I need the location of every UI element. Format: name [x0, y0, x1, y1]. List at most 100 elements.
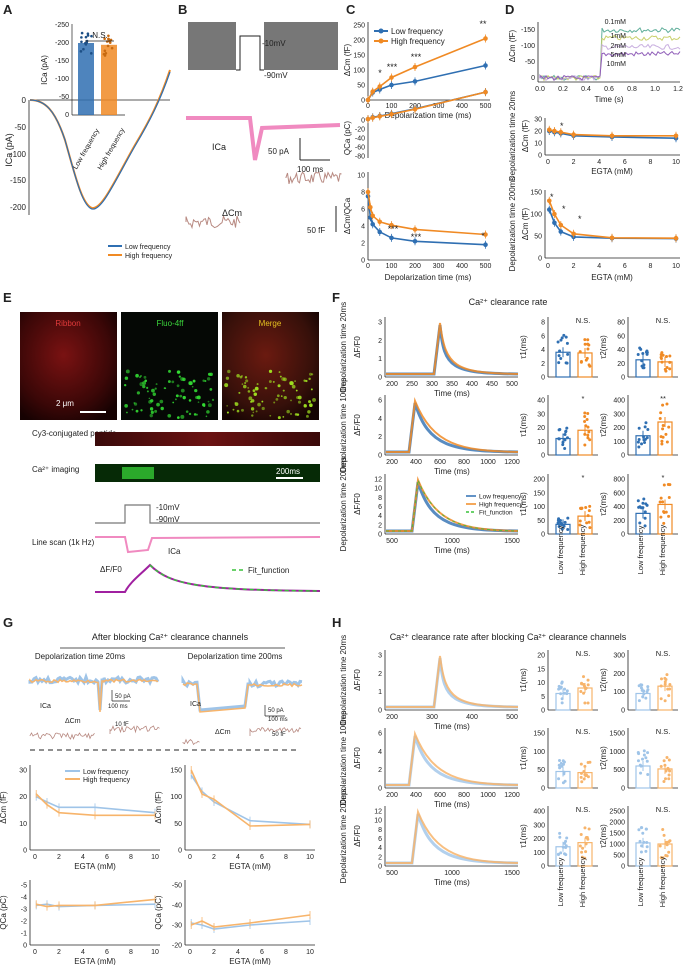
d-200-x-label: EGTA (mM): [591, 273, 633, 282]
g-left-q-xlabel: EGTA (mM): [74, 957, 116, 965]
g-left-scale-ff: 10 fF: [115, 722, 129, 728]
f-bar-ytick: 0: [541, 453, 545, 460]
f-trace-ytick: 2: [378, 338, 382, 345]
a-inset-point: [107, 37, 110, 41]
e-fluo-spot: [140, 409, 143, 412]
f-bar-point: [642, 366, 646, 370]
g-left-q-ytick: -4: [21, 895, 27, 902]
f-trace-ytick: 0: [378, 453, 382, 460]
h-trace-ytick: 2: [378, 767, 382, 774]
h-bar-point: [658, 844, 662, 848]
e-merge-spot: [294, 380, 296, 382]
e-fluo-spot: [167, 380, 171, 384]
f-bar-point: [578, 350, 582, 354]
h-bar-point: [639, 850, 643, 854]
panel-b: -10mV -90mV ICa 50 pA 100 ms ΔCm 50 fF: [185, 22, 342, 235]
f-bar-point: [659, 411, 663, 415]
e-fluo-spot: [144, 379, 148, 383]
c-legend-high: High frequency: [391, 37, 445, 46]
h-bar-point: [565, 836, 569, 840]
g-left-q-ytick: -1: [21, 931, 27, 938]
e-merge-spot: [254, 386, 259, 391]
g-right-q-xlabel: EGTA (mM): [229, 957, 271, 965]
e-merge-spot: [250, 407, 255, 411]
d-20-y-tick: 30: [534, 117, 542, 124]
c-top-y-tick: 150: [353, 53, 365, 60]
e-time-scale: 200ms: [276, 467, 300, 476]
c-top-y-tick: 200: [353, 38, 365, 45]
f-bar-point: [558, 349, 562, 353]
h-trace-xtick: 400: [410, 792, 422, 799]
a-ytick-4: -200: [10, 203, 27, 212]
e-merge-spot: [273, 401, 276, 404]
g-right-q-ylabel: QCa (pC): [154, 895, 163, 930]
f-bar-point: [659, 496, 663, 500]
h-bar-point: [580, 780, 584, 784]
h-bar-point: [644, 849, 648, 853]
f-bar-point: [643, 524, 647, 528]
h-bar-point: [583, 701, 587, 705]
e-fluo-spot: [180, 377, 185, 381]
g-right-cm-xtick: 6: [260, 854, 264, 861]
h-bar-point: [582, 675, 586, 679]
f-bar-point: [642, 435, 646, 439]
f-bar-point: [563, 433, 567, 437]
d-20-x-tick: 0: [546, 159, 550, 166]
e-fluo-spot: [133, 402, 138, 406]
f-bar-ylabel: τ1(ms): [519, 413, 528, 437]
panel-letter-c: C: [346, 2, 356, 17]
f-bar-ytick: 60: [617, 333, 625, 340]
d-20-x-label: EGTA (mM): [591, 167, 633, 176]
g-left-cm-xtick: 6: [105, 854, 109, 861]
h-bar-point: [583, 764, 587, 768]
f-trace-xtick: 1000: [444, 538, 460, 545]
c-bot-y-tick: 0: [361, 258, 365, 265]
c-bot-x-tick: 500: [480, 263, 492, 270]
g-left-dcm: ΔCm: [65, 718, 81, 725]
d-200-y-label: ΔCm (fF): [521, 207, 530, 240]
b-v-high: -10mV: [262, 39, 286, 48]
f-trace-high: [386, 322, 519, 375]
c-legend-low: Low frequency: [391, 27, 443, 36]
h-trace-ytick: 1: [378, 689, 382, 696]
f-bar-point: [557, 428, 561, 432]
f-bar-point: [637, 426, 641, 430]
g-left-q-ylabel: QCa (pC): [0, 895, 8, 930]
f-bar-point: [587, 509, 591, 513]
f-bar-point: [665, 440, 669, 444]
e-merge-spot: [234, 402, 239, 406]
f-bar-point: [563, 520, 567, 524]
g-right-ica: ICa: [190, 701, 201, 708]
e-merge-spot: [277, 416, 281, 420]
f-bar-point: [661, 500, 665, 504]
e-merge-spot: [225, 376, 230, 380]
h-bar-point: [642, 749, 646, 753]
c-mid-point: [389, 111, 394, 117]
h-bar-ytick: 100: [533, 749, 545, 756]
g-right-cm-ylabel: ΔCm (fF): [154, 791, 163, 824]
f-bar-point: [564, 361, 568, 365]
h-bar-point: [646, 685, 650, 689]
c-bot-y-tick: 2: [361, 241, 365, 248]
g-left-title: Depolarization time 20ms: [35, 652, 125, 661]
h-bar-point: [557, 684, 561, 688]
c-bot-x-tick: 0: [366, 263, 370, 270]
f-bar-point: [566, 516, 570, 520]
c-top-y-tick: 50: [357, 83, 365, 90]
f-bar-ytick: 150: [533, 490, 545, 497]
h-bar-point: [579, 762, 583, 766]
f-bar-point: [644, 350, 648, 354]
c-top-point: [377, 84, 383, 89]
e-fluo-spot: [209, 387, 213, 391]
f-trace-ytick: 0: [378, 532, 382, 539]
f-bar-point: [664, 432, 668, 436]
h-bar-point: [581, 846, 585, 850]
f-bar-ytick: 50: [537, 518, 545, 525]
g-right-scale-ms: 100 ms: [268, 717, 288, 723]
h-bar-ylabel: τ1(ms): [519, 746, 528, 770]
h-trace-ytick: 2: [378, 671, 382, 678]
h-bar-point: [644, 756, 648, 760]
panel-e: Ribbon Fluo-4ff Merge 2 μm Cy3-conjugate…: [20, 312, 321, 593]
a-iv-curve-low: [29, 71, 171, 210]
h-bar-ytick: 100: [613, 689, 625, 696]
